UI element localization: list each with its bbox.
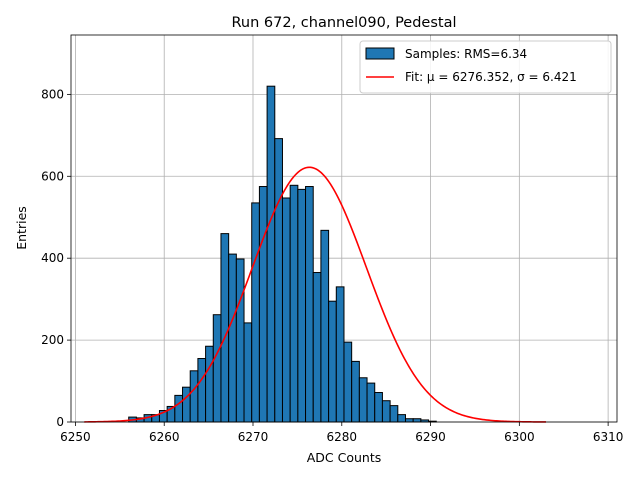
histogram-bar bbox=[228, 253, 237, 423]
x-tick-label: 6280 bbox=[327, 430, 358, 444]
histogram-bar bbox=[397, 414, 406, 423]
histogram-bar bbox=[404, 418, 414, 423]
histogram-bars bbox=[128, 85, 437, 423]
histogram-bar bbox=[389, 405, 399, 423]
histogram-bar bbox=[205, 345, 214, 423]
y-axis-ticks: 0 200 400 600 800 bbox=[41, 87, 71, 429]
x-axis-ticks: 6250 6260 6270 6280 6290 6300 6310 bbox=[60, 422, 623, 444]
legend-swatch-histogram bbox=[365, 47, 395, 60]
histogram-bar bbox=[366, 382, 376, 423]
y-tick-label: 400 bbox=[41, 251, 64, 265]
plot-frame bbox=[70, 34, 618, 423]
x-tick-label: 6310 bbox=[593, 430, 624, 444]
y-tick-label: 600 bbox=[41, 169, 64, 183]
histogram-bar bbox=[381, 400, 391, 423]
histogram-bar bbox=[312, 272, 322, 423]
histogram-bar bbox=[351, 360, 360, 423]
x-axis-label: ADC Counts bbox=[307, 450, 382, 465]
x-tick-label: 6290 bbox=[415, 430, 446, 444]
histogram-bar bbox=[281, 197, 291, 423]
legend-box bbox=[359, 40, 612, 94]
x-tick-label: 6300 bbox=[504, 430, 535, 444]
fit-curve bbox=[84, 166, 546, 423]
chart-title: Run 672, channel090, Pedestal bbox=[231, 15, 456, 31]
y-axis-label: Entries bbox=[14, 206, 29, 250]
y-tick-label: 200 bbox=[41, 333, 64, 347]
histogram-bar bbox=[220, 233, 230, 423]
histogram-bar bbox=[182, 386, 191, 423]
histogram-bar bbox=[320, 229, 330, 423]
y-tick-label: 800 bbox=[41, 87, 64, 101]
histogram-bar bbox=[243, 322, 253, 423]
histogram-bar bbox=[335, 286, 345, 423]
y-tick-label: 0 bbox=[56, 415, 64, 429]
histogram-bar bbox=[266, 85, 276, 423]
histogram-bar bbox=[358, 377, 368, 423]
histogram-bar bbox=[235, 258, 245, 423]
histogram-bar bbox=[197, 358, 207, 423]
histogram-bar bbox=[328, 300, 337, 423]
histogram-bar bbox=[189, 370, 199, 423]
histogram-bar bbox=[174, 394, 184, 423]
histogram-bar bbox=[374, 392, 383, 423]
histogram-bar bbox=[343, 341, 353, 423]
legend-label-histogram: Samples: RMS=6.34 bbox=[405, 47, 527, 61]
legend-label-fit: Fit: μ = 6276.352, σ = 6.421 bbox=[405, 70, 577, 84]
x-tick-label: 6260 bbox=[149, 430, 180, 444]
histogram-bar bbox=[412, 418, 422, 423]
histogram-bar bbox=[258, 186, 268, 423]
histogram-bar bbox=[212, 314, 222, 423]
histogram-bar bbox=[305, 186, 314, 423]
legend: Samples: RMS=6.34 Fit: μ = 6276.352, σ =… bbox=[359, 40, 612, 94]
x-tick-label: 6270 bbox=[238, 430, 269, 444]
histogram-bar bbox=[297, 188, 307, 423]
x-tick-label: 6250 bbox=[60, 430, 91, 444]
histogram-bar bbox=[289, 184, 299, 423]
histogram-bar bbox=[251, 202, 260, 423]
histogram-bar bbox=[274, 138, 283, 423]
